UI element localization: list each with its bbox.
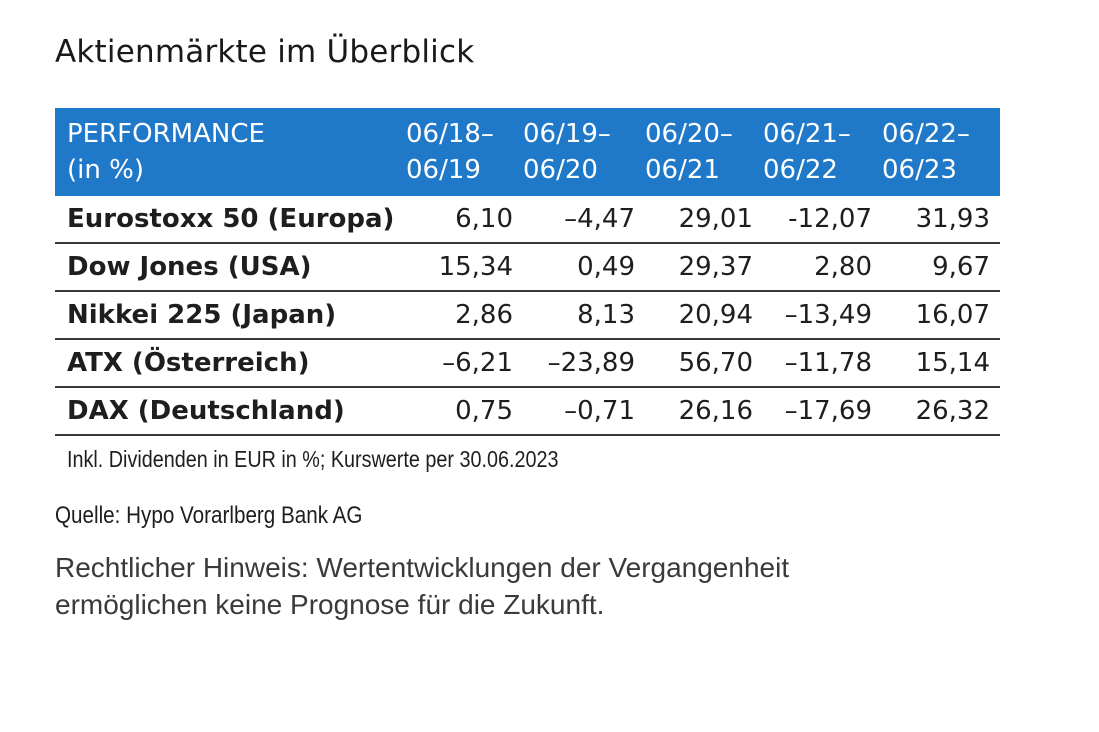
header-period-3: 06/20– 06/21 [645, 108, 763, 196]
performance-value: –17,69 [763, 387, 882, 436]
table-row: Nikkei 225 (Japan) 2,86 8,13 20,94 –13,4… [55, 291, 1000, 340]
performance-value: 0,49 [523, 243, 645, 292]
performance-value: –6,21 [406, 339, 523, 388]
period-end: 06/19 [406, 155, 481, 185]
table-row: Eurostoxx 50 (Europa) 6,10 –4,47 29,01 -… [55, 196, 1000, 244]
header-label-line2: (in %) [67, 155, 144, 185]
performance-value: 2,80 [763, 243, 882, 292]
index-name: DAX (Deutschland) [55, 387, 406, 436]
header-period-5: 06/22– 06/23 [882, 108, 1000, 196]
index-name: Dow Jones (USA) [55, 243, 406, 292]
table-footnote: Inkl. Dividenden in EUR in %; Kurswerte … [67, 446, 559, 472]
performance-value: 8,13 [523, 291, 645, 340]
period-start: 06/18– [406, 119, 494, 149]
performance-value: –11,78 [763, 339, 882, 388]
header-period-4: 06/21– 06/22 [763, 108, 882, 196]
table-row: Dow Jones (USA) 15,34 0,49 29,37 2,80 9,… [55, 243, 1000, 292]
legal-notice: Rechtlicher Hinweis: Wertentwicklungen d… [55, 549, 789, 623]
performance-value: 9,67 [882, 243, 1000, 292]
period-end: 06/22 [763, 155, 838, 185]
source-line: Quelle: Hypo Vorarlberg Bank AG [55, 502, 363, 529]
performance-value: 31,93 [882, 196, 1000, 244]
performance-value: –13,49 [763, 291, 882, 340]
performance-value: 29,01 [645, 196, 763, 244]
period-end: 06/21 [645, 155, 720, 185]
performance-value: 56,70 [645, 339, 763, 388]
header-period-1: 06/18– 06/19 [406, 108, 523, 196]
legal-notice-line2: ermöglichen keine Prognose für die Zukun… [55, 589, 605, 620]
performance-value: 20,94 [645, 291, 763, 340]
table-header-row: PERFORMANCE (in %) 06/18– 06/19 06/19– 0… [55, 108, 1000, 196]
table-row: DAX (Deutschland) 0,75 –0,71 26,16 –17,6… [55, 387, 1000, 436]
legal-notice-line1: Rechtlicher Hinweis: Wertentwicklungen d… [55, 552, 790, 583]
performance-value: 26,32 [882, 387, 1000, 436]
page-title: Aktienmärkte im Überblick [55, 34, 475, 70]
header-performance-label: PERFORMANCE (in %) [55, 108, 406, 196]
period-start: 06/19– [523, 119, 611, 149]
period-end: 06/23 [882, 155, 957, 185]
period-start: 06/21– [763, 119, 851, 149]
performance-value: 15,14 [882, 339, 1000, 388]
performance-value: 26,16 [645, 387, 763, 436]
performance-value: -12,07 [763, 196, 882, 244]
performance-value: 29,37 [645, 243, 763, 292]
header-period-2: 06/19– 06/20 [523, 108, 645, 196]
performance-value: 15,34 [406, 243, 523, 292]
header-label-line1: PERFORMANCE [67, 119, 265, 149]
index-name: ATX (Österreich) [55, 339, 406, 388]
performance-value: 2,86 [406, 291, 523, 340]
performance-value: 16,07 [882, 291, 1000, 340]
period-end: 06/20 [523, 155, 598, 185]
performance-value: –23,89 [523, 339, 645, 388]
index-name: Nikkei 225 (Japan) [55, 291, 406, 340]
index-name: Eurostoxx 50 (Europa) [55, 196, 406, 244]
performance-value: 0,75 [406, 387, 523, 436]
period-start: 06/20– [645, 119, 733, 149]
table-row: ATX (Österreich) –6,21 –23,89 56,70 –11,… [55, 339, 1000, 388]
performance-value: 6,10 [406, 196, 523, 244]
performance-value: –0,71 [523, 387, 645, 436]
performance-table: PERFORMANCE (in %) 06/18– 06/19 06/19– 0… [55, 108, 1000, 436]
performance-value: –4,47 [523, 196, 645, 244]
period-start: 06/22– [882, 119, 970, 149]
